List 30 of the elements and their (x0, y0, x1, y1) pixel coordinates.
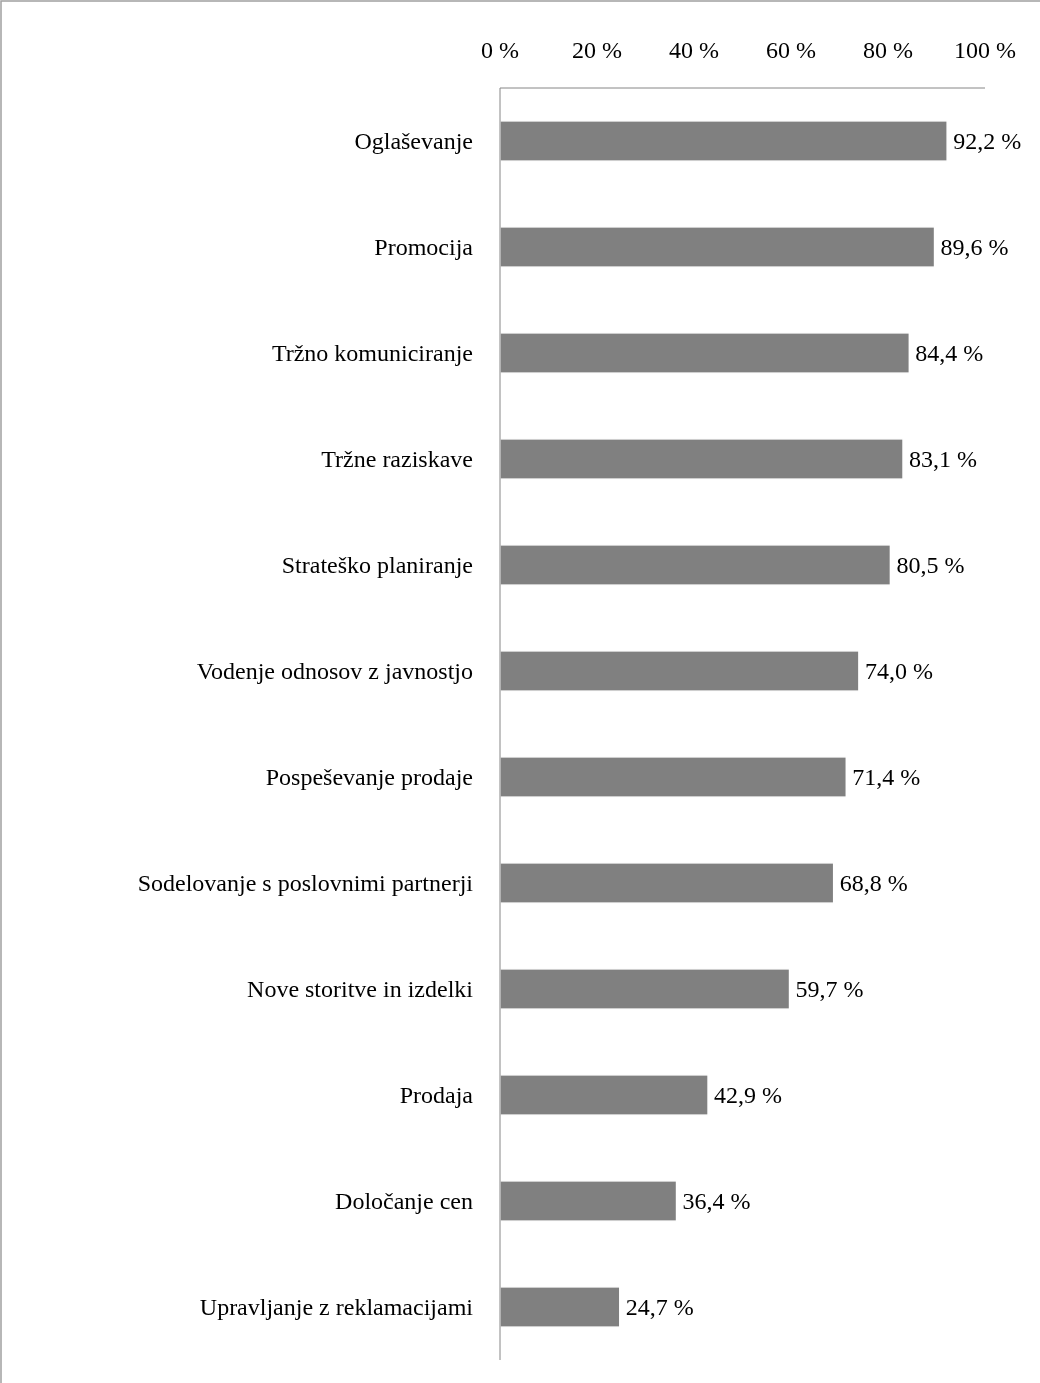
data-label: 84,4 % (915, 340, 984, 367)
data-label: 83,1 % (909, 446, 978, 473)
x-tick-label: 0 % (481, 37, 519, 63)
data-label: 71,4 % (852, 764, 921, 791)
data-label: 89,6 % (940, 234, 1009, 261)
y-tick-label: Določanje cen (335, 1188, 473, 1215)
x-tick-label: 80 % (863, 37, 913, 63)
data-label: 80,5 % (896, 552, 965, 579)
y-tick-label: Prodaja (399, 1082, 474, 1109)
y-tick-label: Tržno komuniciranje (271, 340, 473, 367)
y-tick-label: Promocija (374, 234, 474, 261)
x-tick-label: 20 % (572, 37, 622, 63)
y-tick-label: Nove storitve in izdelki (247, 976, 474, 1003)
y-tick-label: Tržne raziskave (321, 446, 473, 473)
y-tick-label: Oglaševanje (354, 128, 473, 155)
data-label: 68,8 % (839, 870, 908, 897)
data-label: 36,4 % (682, 1188, 751, 1215)
y-tick-label: Strateško planiranje (281, 552, 473, 579)
data-label: 42,9 % (714, 1082, 783, 1109)
data-label: 24,7 % (625, 1294, 694, 1321)
y-tick-label: Pospeševanje prodaje (265, 764, 473, 791)
y-tick-label: Sodelovanje s poslovnimi partnerji (137, 870, 474, 897)
x-tick-label: 60 % (766, 37, 816, 63)
data-label: 59,7 % (795, 976, 864, 1003)
y-tick-label: Vodenje odnosov z javnostjo (196, 658, 473, 685)
x-tick-label: 40 % (669, 37, 719, 63)
x-tick-label: 100 % (954, 37, 1016, 63)
data-label: 92,2 % (953, 128, 1022, 155)
data-label: 74,0 % (864, 658, 933, 685)
y-tick-label: Upravljanje z reklamacijami (199, 1294, 474, 1321)
